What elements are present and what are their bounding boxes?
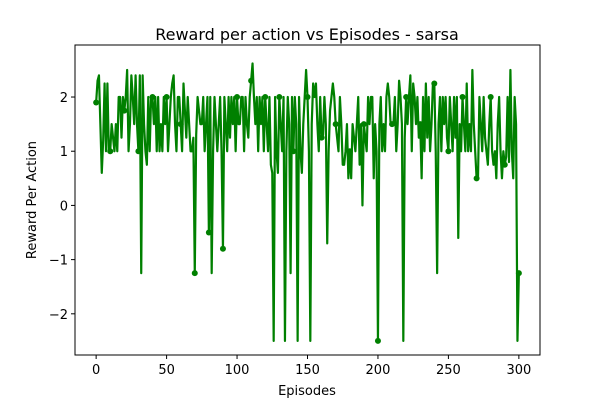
point-marker	[515, 270, 522, 277]
point-marker	[431, 80, 438, 87]
point-marker	[205, 229, 212, 236]
point-marker	[389, 121, 396, 128]
point-marker	[304, 94, 311, 101]
point-marker	[177, 121, 184, 128]
point-marker	[473, 175, 480, 182]
x-tick-label: 200	[366, 363, 391, 378]
y-tick-label: 2	[60, 91, 68, 106]
y-tick-label: 1	[60, 145, 68, 160]
point-marker	[360, 121, 367, 128]
plot-frame	[74, 44, 541, 356]
x-tick-label: 100	[225, 363, 250, 378]
point-marker	[191, 270, 198, 277]
x-tick-label: 0	[92, 363, 100, 378]
point-marker	[417, 121, 424, 128]
point-marker	[107, 148, 114, 155]
point-marker	[501, 161, 508, 168]
point-marker	[234, 94, 241, 101]
point-marker	[290, 148, 297, 155]
point-marker	[121, 107, 128, 114]
y-axis-label: Reward Per Action	[25, 141, 40, 259]
x-tick-label: 50	[158, 363, 175, 378]
y-tick-label: 0	[60, 199, 68, 214]
point-marker	[219, 245, 226, 252]
y-tick-label: −2	[49, 308, 68, 323]
point-marker	[445, 148, 452, 155]
point-marker	[318, 134, 325, 141]
point-marker	[149, 94, 156, 101]
y-tick-label: −1	[49, 254, 68, 269]
x-tick-label: 150	[295, 363, 320, 378]
x-axis-label: Episodes	[278, 384, 336, 399]
point-marker	[374, 337, 381, 344]
x-tick-label: 300	[506, 363, 531, 378]
point-marker	[276, 94, 283, 101]
point-marker	[332, 121, 339, 128]
chart-title: Reward per action vs Episodes - sarsa	[155, 25, 459, 44]
point-marker	[262, 94, 269, 101]
point-marker	[487, 94, 494, 101]
point-marker	[93, 99, 100, 106]
point-marker	[163, 94, 170, 101]
point-marker	[459, 94, 466, 101]
x-tick-label: 250	[436, 363, 461, 378]
point-marker	[346, 148, 353, 155]
point-marker	[135, 148, 142, 155]
point-marker	[248, 77, 255, 84]
point-marker	[403, 94, 410, 101]
